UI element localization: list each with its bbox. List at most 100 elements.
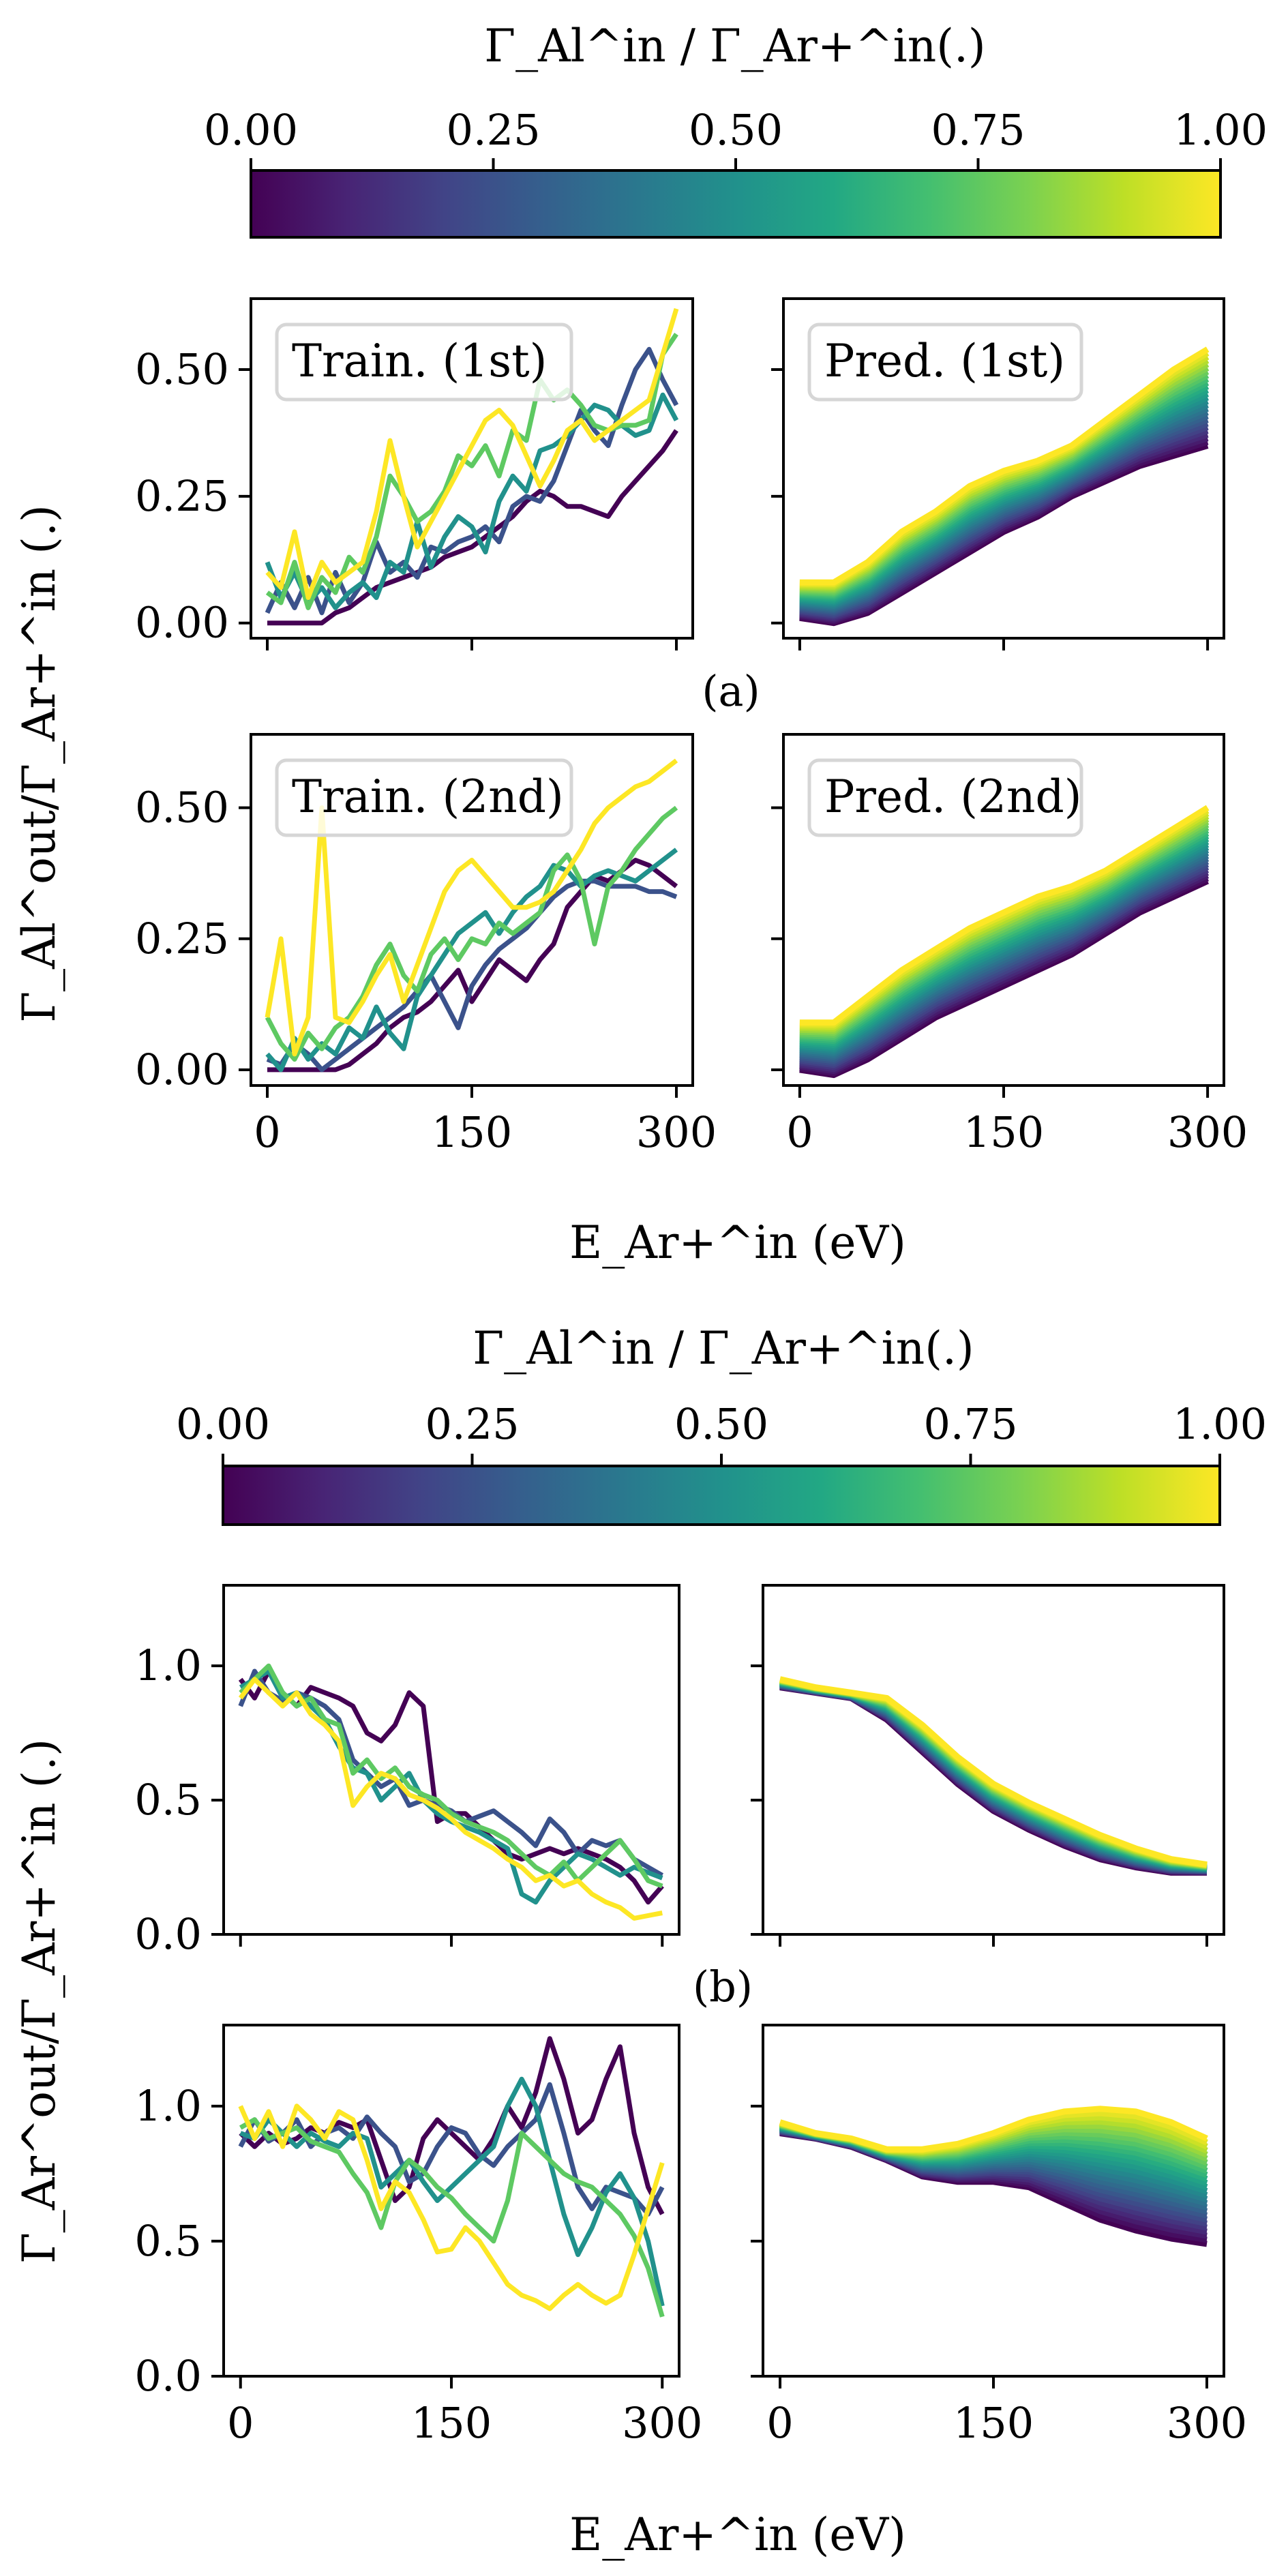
colorbar-bottom-ticks: 0.00 0.25 0.50 0.75 1.00	[176, 1399, 1267, 1466]
colorbar-tick-label: 1.00	[1173, 105, 1268, 155]
axes-frame	[762, 1584, 1225, 1936]
y-tick-label: 0.0	[134, 1909, 202, 1959]
group-a-label: (a)	[702, 666, 760, 716]
series-line-0.50	[265, 392, 679, 610]
series-line-1.00	[238, 2103, 665, 2311]
legend-box	[275, 758, 573, 837]
group-b-ylabel: Γ_Ar^out/Γ_Ar+^in (.)	[13, 1739, 65, 2264]
prediction-curve	[779, 1681, 1208, 1873]
legend-box	[807, 323, 1083, 402]
y-tick-label: 0.50	[135, 783, 229, 833]
prediction-curve	[779, 1683, 1208, 1875]
panel-a-pred-2nd: 0 150 300 Pred. (2nd)	[771, 733, 1248, 1157]
panel-a-train-1st: 0.00 0.25 0.50 Train. (1st)	[135, 297, 694, 650]
series-line-0.50	[239, 2076, 665, 2307]
prediction-curve	[779, 1679, 1208, 1872]
x-tick-label: 150	[963, 1107, 1044, 1157]
series-line-0.00	[239, 2036, 665, 2215]
x-tick-label: 0	[786, 1107, 813, 1157]
legend-label: Pred. (1st)	[824, 335, 1065, 387]
legend-box	[807, 758, 1083, 837]
colorbar-top-title: Γ_Al^in / Γ_Ar+^in(.)	[484, 20, 985, 72]
series-line-1.00	[265, 758, 678, 1057]
group-a-xlabel: E_Ar+^in (eV)	[569, 1216, 906, 1269]
x-tick-label: 0	[254, 1107, 280, 1157]
plot-area	[779, 2106, 1208, 2247]
x-tick-label: 300	[1167, 2398, 1247, 2448]
y-tick-label: 0.00	[135, 598, 229, 648]
series-line-1.00	[238, 1677, 663, 1921]
panel-b-pred-1st	[751, 1584, 1225, 1947]
plot-area	[799, 805, 1210, 1079]
prediction-curve	[779, 1683, 1208, 1875]
colorbar-tick-label: 0.50	[674, 1399, 768, 1449]
x-tick-label: 150	[953, 2398, 1034, 2448]
prediction-curve	[799, 346, 1210, 586]
colorbar-tick-label: 0.75	[923, 1399, 1017, 1449]
plot-area	[265, 308, 679, 626]
plot-area	[799, 346, 1210, 627]
legend-label: Train. (1st)	[292, 335, 547, 387]
colorbar-bottom-gradient	[222, 1465, 1221, 1526]
series-line-0.50	[265, 848, 678, 1073]
x-tick-label: 300	[636, 1107, 717, 1157]
prediction-curve	[799, 805, 1210, 1026]
series-line-0.75	[265, 805, 678, 1062]
panel-b-train-1st: 0.0 0.5 1.0	[134, 1584, 680, 1959]
panel-a-pred-1st: Pred. (1st)	[771, 297, 1225, 650]
colorbar-tick-label: 0.75	[931, 105, 1025, 155]
y-tick-label: 0.5	[134, 2216, 202, 2266]
prediction-curve	[779, 1677, 1208, 1870]
prediction-curve	[779, 1684, 1207, 1876]
plot-area	[779, 1676, 1208, 1876]
x-tick-label: 300	[1167, 1107, 1248, 1157]
axes-frame	[222, 1584, 680, 1936]
series-line-0.00	[267, 429, 678, 626]
colorbar-tick-label: 0.00	[204, 105, 298, 155]
group-a-ylabel: Γ_Al^out/Γ_Ar+^in (.)	[13, 505, 65, 1023]
colorbar-bottom: Γ_Al^in / Γ_Ar+^in(.) 0.00 0.25 0.50 0.75 1.…	[176, 1322, 1267, 1526]
prediction-curve	[779, 1678, 1208, 1870]
panel-b-train-2nd: 0 150 300 0.0 0.5 1.0	[134, 2024, 702, 2448]
prediction-curve	[779, 1683, 1208, 1875]
group-b-xlabel: E_Ar+^in (eV)	[569, 2508, 906, 2561]
colorbar-top-gradient	[250, 169, 1222, 239]
series-line-0.00	[267, 858, 678, 1073]
y-tick-label: 0.25	[135, 914, 229, 963]
prediction-curve	[779, 1676, 1208, 1868]
prediction-curve	[779, 1681, 1208, 1874]
series-line-0.75	[239, 2117, 665, 2318]
y-tick-label: 0.5	[134, 1775, 202, 1825]
panel-b-pred-2nd: 0 150 300	[751, 2024, 1247, 2448]
prediction-curve	[779, 1678, 1208, 1870]
prediction-curve	[779, 1679, 1208, 1870]
plot-area	[238, 2036, 665, 2318]
prediction-curve	[779, 1683, 1208, 1876]
prediction-curve	[779, 1679, 1208, 1872]
plot-area	[265, 758, 678, 1073]
prediction-curve	[779, 1677, 1208, 1869]
legend-box	[275, 323, 573, 402]
prediction-curve	[779, 1682, 1208, 1874]
x-tick-label: 150	[411, 2398, 492, 2448]
prediction-curve	[779, 1679, 1208, 1871]
panels: 0.000.250.50 Train. (1st) Pred. (1st)0 150 3…	[134, 297, 1248, 2448]
prediction-curve	[779, 1680, 1208, 1872]
series-line-0.75	[239, 1663, 663, 1889]
x-tick-label: 300	[622, 2398, 702, 2448]
prediction-curve	[779, 1680, 1208, 1872]
colorbar-tick-label: 1.00	[1173, 1399, 1267, 1449]
prediction-curve	[779, 1682, 1208, 1874]
colorbar-tick-label: 0.25	[446, 105, 540, 155]
x-tick-label: 150	[432, 1107, 512, 1157]
colorbar-top: Γ_Al^in / Γ_Ar+^in(.) 0.00 0.25 0.50 0.75 1.…	[204, 20, 1268, 239]
prediction-curve	[779, 2106, 1208, 2153]
plot-area	[238, 1663, 664, 1921]
prediction-curve	[779, 1682, 1208, 1874]
prediction-curve	[779, 1677, 1208, 1868]
prediction-curve	[779, 1681, 1208, 1872]
y-tick-label: 0.25	[135, 471, 229, 521]
series-line-0.25	[265, 346, 679, 616]
colorbar-tick-label: 0.00	[176, 1399, 270, 1449]
